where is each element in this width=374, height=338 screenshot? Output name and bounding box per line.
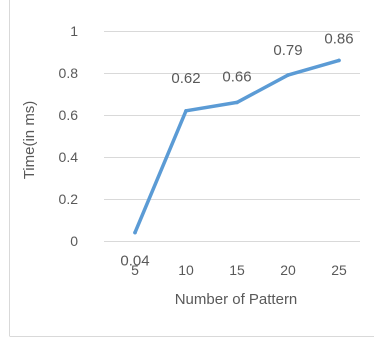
data-point <box>337 58 341 63</box>
data-point <box>286 73 290 77</box>
y-tick-label: 0 <box>70 233 78 249</box>
x-tick-labels: 5 10 15 20 25 <box>131 262 347 278</box>
data-label: 0.62 <box>171 70 200 87</box>
data-labels: 0.04 0.62 0.66 0.79 0.86 <box>120 30 353 269</box>
data-point <box>133 230 137 235</box>
data-point <box>235 100 239 105</box>
x-tick-label: 10 <box>178 262 194 278</box>
y-tick-label: 0.6 <box>59 107 79 123</box>
y-axis-title: Time(in ms) <box>21 101 38 180</box>
y-tick-label: 0.2 <box>59 191 79 207</box>
data-label: 0.66 <box>222 68 251 85</box>
data-label: 0.79 <box>273 42 302 59</box>
x-tick-label: 25 <box>331 262 347 278</box>
data-label: 0.04 <box>120 253 149 270</box>
data-point <box>184 109 188 113</box>
y-tick-labels: 0 0.2 0.4 0.6 0.8 1 <box>59 23 79 249</box>
y-tick-label: 0.8 <box>59 65 79 81</box>
y-tick-label: 1 <box>70 23 78 39</box>
data-label: 0.86 <box>324 30 353 47</box>
x-tick-label: 5 <box>131 262 139 278</box>
y-tick-label: 0.4 <box>59 149 79 165</box>
x-tick-label: 20 <box>280 262 296 278</box>
x-axis-title: Number of Pattern <box>175 291 298 308</box>
gridlines <box>104 31 360 242</box>
series-line <box>133 58 341 235</box>
series-group <box>133 58 341 235</box>
x-tick-label: 15 <box>229 262 245 278</box>
